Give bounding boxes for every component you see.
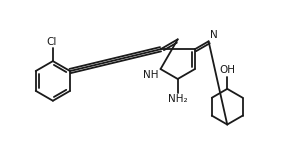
Text: N: N: [210, 30, 217, 40]
Text: Cl: Cl: [47, 37, 57, 47]
Text: NH: NH: [143, 70, 158, 80]
Text: OH: OH: [219, 66, 235, 76]
Text: NH₂: NH₂: [168, 94, 188, 104]
